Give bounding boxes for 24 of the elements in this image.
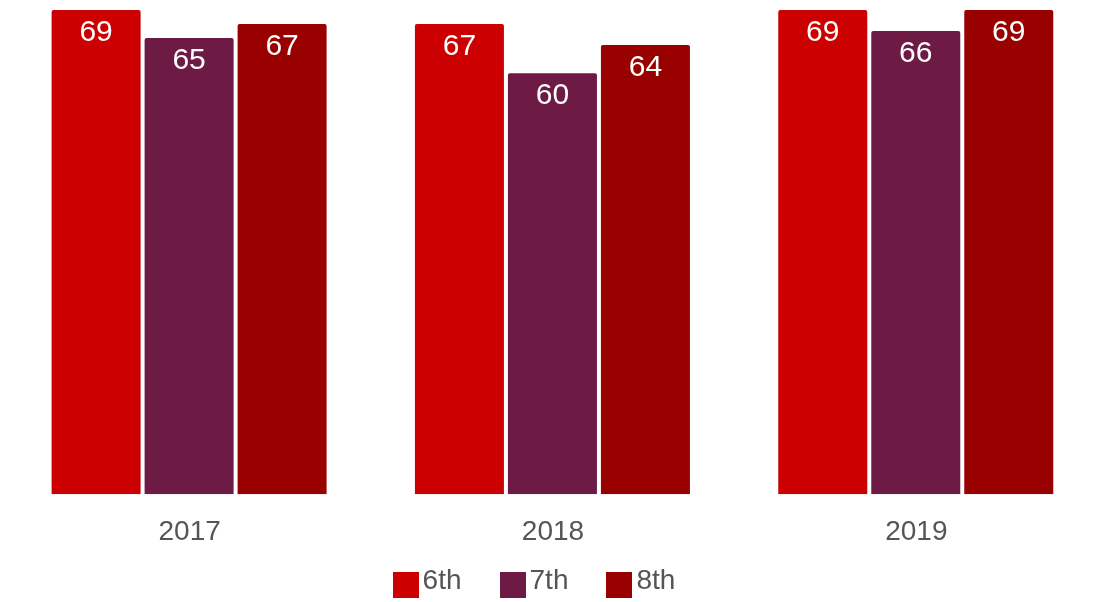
bar xyxy=(507,73,597,495)
data-label: 65 xyxy=(172,42,206,76)
x-tick-label: 2018 xyxy=(521,515,585,547)
bar xyxy=(964,10,1054,495)
bar xyxy=(144,38,234,495)
data-label: 69 xyxy=(992,14,1026,48)
data-label: 69 xyxy=(79,14,113,48)
bar xyxy=(414,24,504,495)
bar xyxy=(778,10,868,495)
data-label: 60 xyxy=(535,77,570,111)
bar xyxy=(51,10,141,495)
x-tick-label: 2017 xyxy=(158,515,221,547)
x-tick-label: 2019 xyxy=(885,515,948,547)
bar xyxy=(871,31,961,495)
data-label: 67 xyxy=(265,28,299,62)
data-label: 64 xyxy=(628,49,663,83)
legend-label: 7th xyxy=(529,564,569,596)
legend-label: 8th xyxy=(636,564,676,596)
bar xyxy=(237,24,327,495)
legend-label: 6th xyxy=(422,564,462,596)
bar xyxy=(600,45,690,495)
data-label: 69 xyxy=(806,14,840,48)
data-label: 66 xyxy=(899,35,933,69)
data-label: 67 xyxy=(442,28,477,62)
